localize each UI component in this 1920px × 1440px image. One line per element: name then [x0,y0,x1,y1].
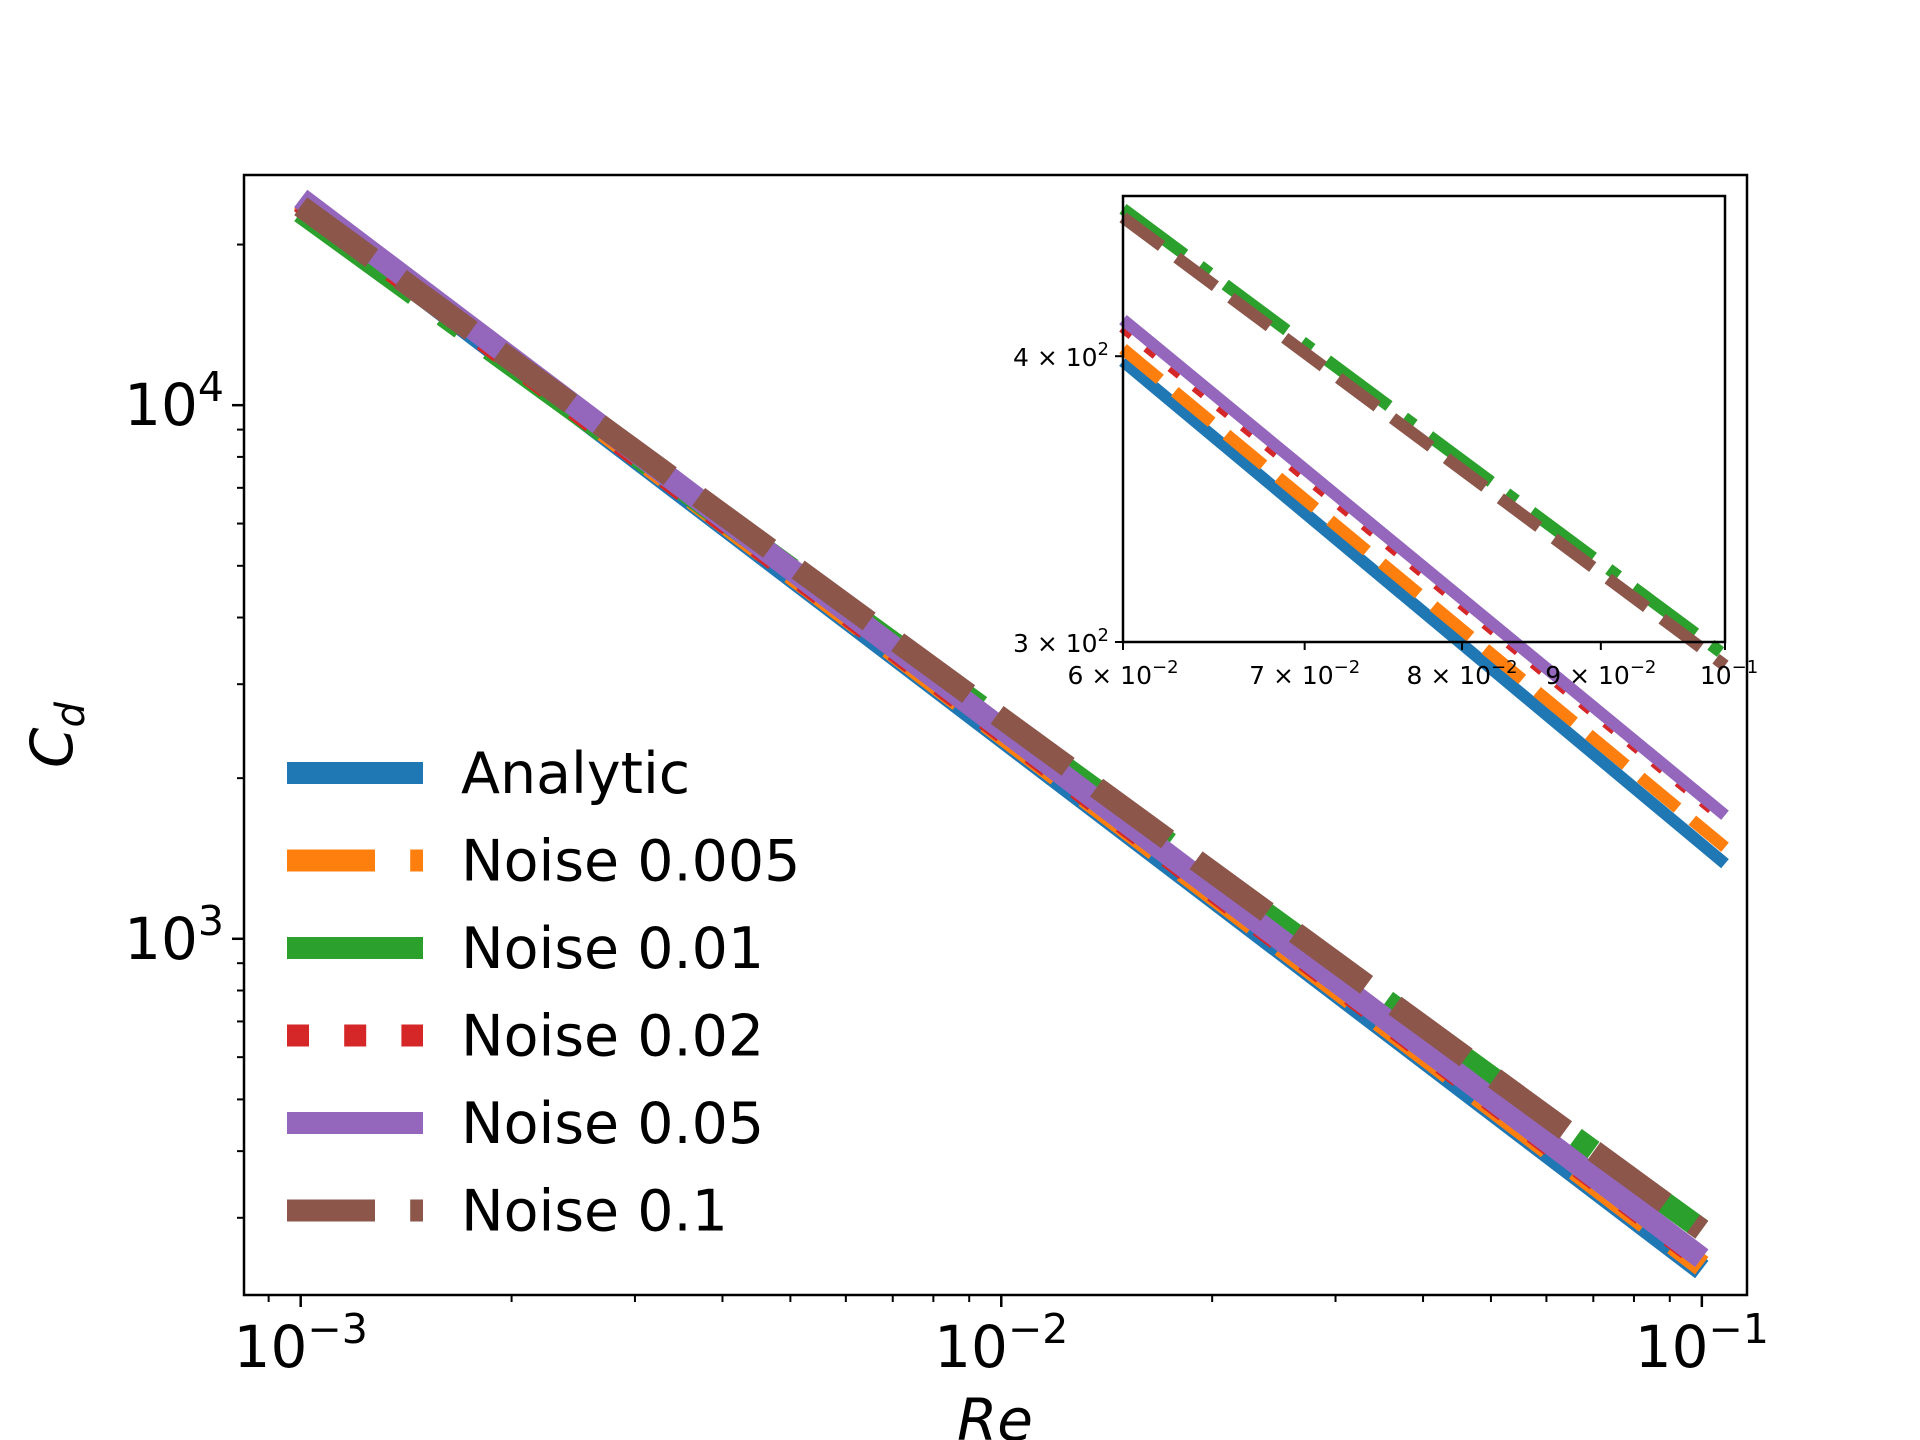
inset-series-analytic [1119,356,1729,869]
inset-x-tick-label: 6 × 10−2 [1067,657,1178,690]
inset-x-tick-label: 10−1 [1700,657,1758,690]
inset-series-noise-0-005 [1119,344,1729,852]
legend-label-noise-0-01: Noise 0.01 [461,916,764,982]
main-y-ticks: 103 104 [124,243,244,1219]
inset-series-group [1119,203,1729,869]
y-tick-label: 103 [124,897,224,973]
legend-label-analytic: Analytic [461,741,690,807]
inset-x-tick-label: 8 × 10−2 [1406,657,1517,690]
inset-x-tick-label: 7 × 10−2 [1249,657,1360,690]
y-tick-label: 104 [124,363,224,439]
inset-x-tick-label: 9 × 10−2 [1545,657,1656,690]
main-plot: 10−3 10−2 10−1 103 104 Re Cd [18,173,1769,1440]
main-series-noise-0-1 [294,197,1709,1239]
legend-label-noise-0-02: Noise 0.02 [461,1004,764,1070]
inset-y-ticks: 3 × 102 4 × 102 [1013,339,1123,658]
inset-plot-frame [1121,194,1727,644]
inset-y-tick-label: 4 × 102 [1013,339,1109,372]
legend-label-noise-0-1: Noise 0.1 [461,1179,728,1245]
x-tick-label: 10−1 [1635,1305,1769,1381]
legend-label-noise-0-005: Noise 0.005 [461,829,800,895]
inset-y-tick-label: 3 × 102 [1013,625,1109,658]
inset-plot: 6 × 10−2 7 × 10−2 8 × 10−2 9 × 10−2 10−1 3 ×… [1013,194,1758,869]
x-axis-label: Re [957,1386,1033,1440]
inset-series-noise-0-1 [1119,212,1729,671]
inset-x-ticks: 6 × 10−2 7 × 10−2 8 × 10−2 9 × 10−2 10−1 [1067,642,1758,690]
main-x-ticks: 10−3 10−2 10−1 [234,1295,1769,1381]
inset-series-noise-0-05 [1119,314,1729,820]
legend: Analytic Noise 0.005 Noise 0.01 Noise 0.02 N… [287,741,800,1245]
y-axis-label: Cd [18,701,94,768]
x-tick-label: 10−3 [234,1305,368,1381]
x-tick-label: 10−2 [934,1305,1068,1381]
main-plot-frame [242,173,1749,1297]
legend-label-noise-0-05: Noise 0.05 [461,1091,764,1157]
main-series-group [294,189,1709,1279]
